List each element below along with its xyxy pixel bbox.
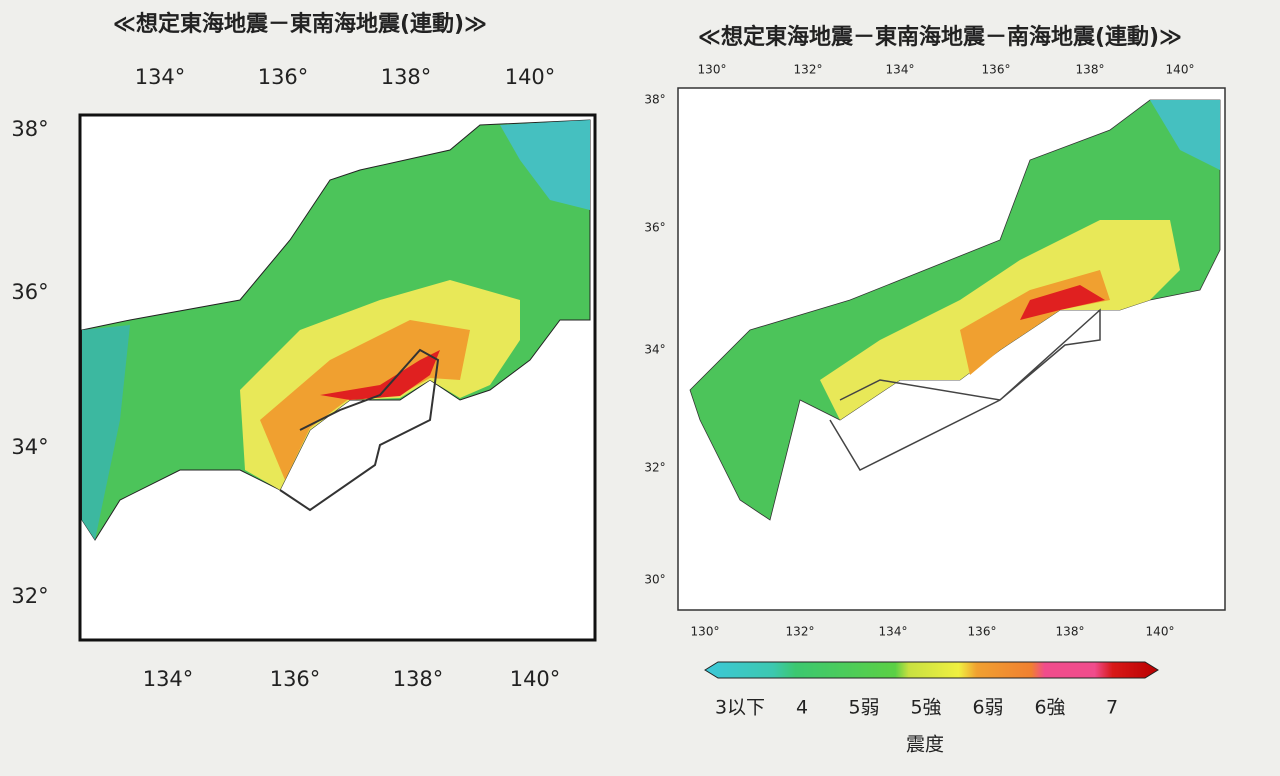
left-tick-label: 30° — [644, 573, 665, 587]
legend-label: 5弱 — [848, 697, 879, 719]
land-stronger — [260, 320, 470, 480]
bottom-tick-label: 132° — [786, 625, 815, 639]
bottom-tick-label: 130° — [691, 625, 720, 639]
legend — [704, 661, 1159, 679]
land-low — [500, 120, 590, 210]
source-area — [829, 308, 1101, 471]
top-tick-label: 136° — [982, 63, 1011, 77]
legend-label: 3以下 — [715, 697, 765, 719]
bottom-tick-label: 134° — [879, 625, 908, 639]
left-tick-label: 38° — [644, 93, 665, 107]
right-map — [677, 87, 1226, 611]
top-tick-label: 138° — [381, 65, 432, 89]
left-tick-label: 32° — [644, 461, 665, 475]
legend-title: 震度 — [906, 734, 944, 756]
bottom-tick-label: 136° — [270, 667, 321, 691]
bottom-tick-label: 134° — [143, 667, 194, 691]
left-tick-label: 36° — [644, 221, 665, 235]
legend-label: 6弱 — [972, 697, 1003, 719]
top-tick-label: 138° — [1076, 63, 1105, 77]
legend-label: 7 — [1106, 697, 1118, 719]
land-strongest — [1020, 285, 1105, 320]
bottom-tick-label: 138° — [393, 667, 444, 691]
land-low — [1150, 100, 1220, 170]
right-title: ≪想定東海地震－東南海地震－南海地震(連動)≫ — [698, 24, 1182, 50]
bottom-tick-label: 140° — [510, 667, 561, 691]
top-tick-label: 140° — [505, 65, 556, 89]
top-tick-label: 130° — [698, 63, 727, 77]
left-map — [78, 113, 597, 642]
left-tick-label: 32° — [11, 584, 48, 608]
legend-label: 4 — [796, 697, 808, 719]
top-tick-label: 134° — [886, 63, 915, 77]
bottom-tick-label: 136° — [968, 625, 997, 639]
legend-label: 5強 — [910, 697, 941, 719]
top-tick-label: 134° — [135, 65, 186, 89]
left-tick-label: 36° — [11, 280, 48, 304]
bottom-tick-label: 138° — [1056, 625, 1085, 639]
color-bar — [704, 661, 1159, 679]
left-tick-label: 34° — [644, 343, 665, 357]
source-area — [279, 348, 440, 512]
top-tick-label: 132° — [794, 63, 823, 77]
legend-label: 6強 — [1034, 697, 1065, 719]
land-strongest — [320, 350, 440, 400]
top-tick-label: 136° — [258, 65, 309, 89]
bottom-tick-label: 140° — [1146, 625, 1175, 639]
left-tick-label: 34° — [11, 435, 48, 459]
left-title: ≪想定東海地震－東南海地震(連動)≫ — [113, 11, 487, 37]
land-low — [82, 325, 130, 540]
top-tick-label: 140° — [1166, 63, 1195, 77]
left-tick-label: 38° — [11, 117, 48, 141]
